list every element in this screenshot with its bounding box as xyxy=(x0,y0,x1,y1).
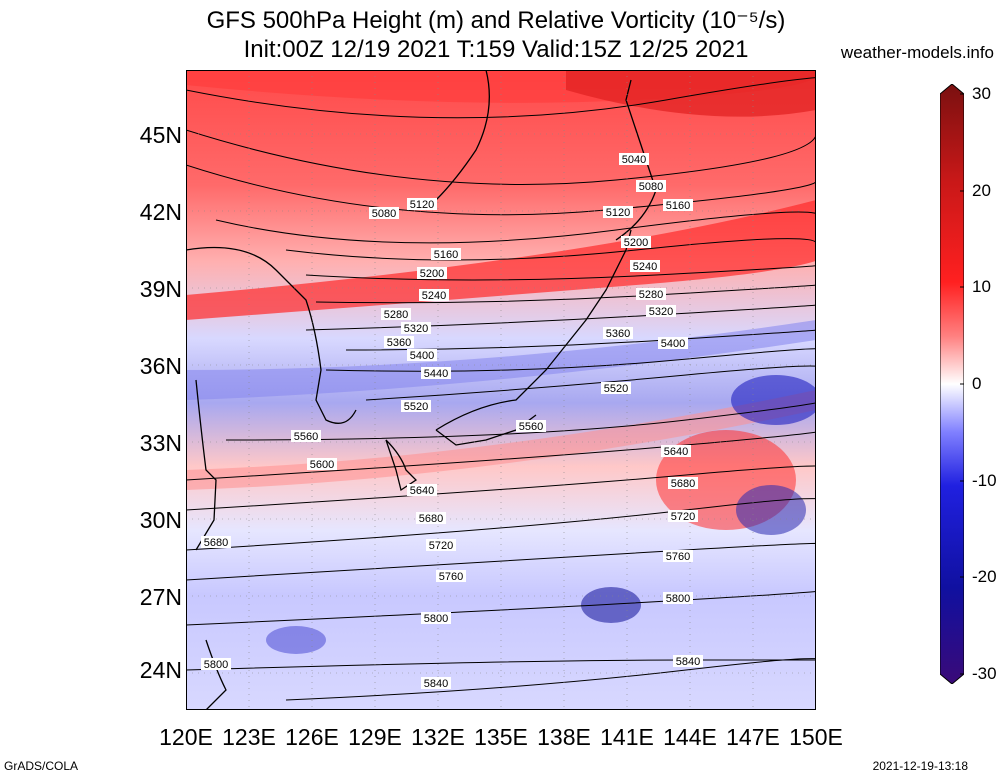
colorbar-tick: 30 xyxy=(972,84,991,103)
vorticity-blob xyxy=(731,375,816,425)
contour-label: 5360 xyxy=(606,328,630,340)
lat-label: 27N xyxy=(139,584,182,610)
chart-subtitle: Init:00Z 12/19 2021 T:159 Valid:15Z 12/2… xyxy=(243,36,749,63)
site-label: weather-models.info xyxy=(840,43,994,62)
map-border xyxy=(186,70,816,710)
lat-label: 36N xyxy=(139,353,182,379)
contour-label: 5360 xyxy=(387,337,411,349)
contour-label: 5040 xyxy=(622,154,646,166)
contour-label: 5520 xyxy=(604,383,628,395)
lat-label: 39N xyxy=(139,276,182,302)
contour-label: 5560 xyxy=(294,431,318,443)
lat-label: 42N xyxy=(139,199,182,225)
credit-left: GrADS/COLA xyxy=(4,759,79,773)
lon-label: 120E xyxy=(159,724,213,750)
contour-label: 5200 xyxy=(624,237,648,249)
lon-label: 150E xyxy=(789,724,843,750)
lat-label: 24N xyxy=(139,657,182,683)
contour-label: 5640 xyxy=(410,485,434,497)
colorbar-tick: -30 xyxy=(972,664,997,683)
vorticity-band xyxy=(186,200,816,320)
contour-label: 5120 xyxy=(606,207,630,219)
lon-label: 144E xyxy=(663,724,717,750)
lon-label: 126E xyxy=(285,724,339,750)
vorticity-band xyxy=(186,320,816,400)
contour-label: 5320 xyxy=(649,306,673,318)
lat-label: 33N xyxy=(139,430,182,456)
colorbar-tick: -10 xyxy=(972,471,997,490)
contour-label: 5400 xyxy=(410,350,434,362)
chart-title: GFS 500hPa Height (m) and Relative Vorti… xyxy=(206,7,786,34)
vorticity-blob xyxy=(266,626,326,654)
contour-label: 5680 xyxy=(419,513,443,525)
contour-label: 5080 xyxy=(639,181,663,193)
lon-label: 135E xyxy=(474,724,528,750)
contour-label: 5640 xyxy=(664,446,688,458)
vorticity-blob xyxy=(581,587,641,623)
contour-label: 5600 xyxy=(310,459,334,471)
credit-right: 2021-12-19-13:18 xyxy=(872,759,968,773)
contour-label: 5720 xyxy=(671,511,695,523)
contour-label: 5120 xyxy=(410,199,434,211)
contour-label: 5280 xyxy=(639,289,663,301)
contour-label: 5800 xyxy=(204,659,228,671)
contour-label: 5160 xyxy=(666,200,690,212)
colorbar-tick: 20 xyxy=(972,181,991,200)
lat-label: 45N xyxy=(139,122,182,148)
contour-label: 5080 xyxy=(372,208,396,220)
contour-label: 5200 xyxy=(420,268,444,280)
vorticity-band xyxy=(186,390,816,490)
contour-label: 5760 xyxy=(439,571,463,583)
contour-label: 5280 xyxy=(384,309,408,321)
lat-label: 30N xyxy=(139,507,182,533)
lon-label: 147E xyxy=(726,724,780,750)
colorbar-tick: 10 xyxy=(972,277,991,296)
contour-label: 5160 xyxy=(434,249,458,261)
contour-label: 5760 xyxy=(666,551,690,563)
lon-label: 129E xyxy=(348,724,402,750)
contour-label: 5680 xyxy=(671,478,695,490)
lon-label: 138E xyxy=(537,724,591,750)
colorbar-tick: 0 xyxy=(972,374,982,393)
contour-label: 5440 xyxy=(424,368,448,380)
vorticity-band xyxy=(566,70,816,117)
colorbar xyxy=(940,84,964,684)
vorticity-blob xyxy=(736,485,806,535)
contour-label: 5720 xyxy=(429,540,453,552)
map-plot: 5040 5080 5080 5120 5120 5160 5160 5200 5240 5200… xyxy=(186,70,816,710)
contour-label: 5840 xyxy=(676,656,700,668)
contour-label: 5240 xyxy=(633,261,657,273)
contour-label: 5560 xyxy=(519,421,543,433)
lon-label: 123E xyxy=(222,724,276,750)
contour-label: 5240 xyxy=(422,290,446,302)
contour-label: 5520 xyxy=(404,401,428,413)
lon-label: 141E xyxy=(600,724,654,750)
colorbar-tick: -20 xyxy=(972,567,997,586)
contour-label: 5320 xyxy=(404,323,428,335)
contour-label: 5400 xyxy=(661,338,685,350)
contour-label: 5800 xyxy=(424,613,448,625)
contour-label: 5840 xyxy=(424,678,448,690)
contour-label: 5680 xyxy=(204,537,228,549)
contour-label: 5800 xyxy=(666,593,690,605)
lon-label: 132E xyxy=(411,724,465,750)
